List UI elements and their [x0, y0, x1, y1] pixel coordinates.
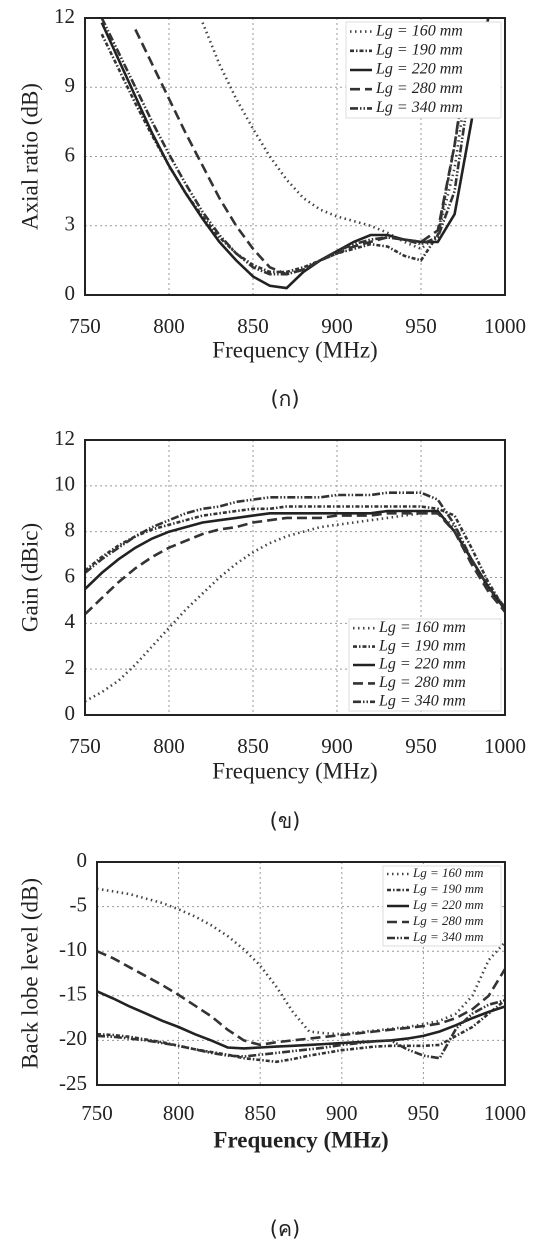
- series-line: [97, 990, 505, 1050]
- y-tick-label: -20: [59, 1026, 87, 1050]
- series-line: [100, 18, 490, 276]
- x-tick-label: 950: [405, 314, 437, 338]
- caption: (ค): [270, 1217, 300, 1241]
- legend-label: Lg = 220 mm: [378, 656, 466, 673]
- y-tick-label: 8: [65, 517, 76, 541]
- legend-label: Lg = 190 mm: [375, 41, 463, 58]
- x-tick-label: 800: [153, 314, 185, 338]
- series-line: [100, 18, 490, 290]
- y-tick-label: 3: [65, 212, 76, 236]
- series-line: [97, 999, 505, 1060]
- series-line: [201, 22, 473, 251]
- x-tick-label: 950: [405, 734, 437, 758]
- legend-label: Lg = 340 mm: [378, 692, 466, 709]
- y-tick-label: 9: [65, 73, 76, 97]
- legend-label: Lg = 340 mm: [412, 929, 484, 944]
- x-axis-title: Frequency (MHz): [212, 337, 377, 362]
- legend-label: Lg = 190 mm: [378, 637, 466, 654]
- y-tick-label: 2: [65, 655, 76, 679]
- series-line: [85, 509, 505, 611]
- y-axis-title: Gain (dBic): [17, 523, 42, 632]
- x-axis-title: Frequency (MHz): [212, 758, 377, 783]
- plot-frame: [84, 439, 506, 716]
- y-tick-label: 4: [65, 609, 76, 633]
- series-line: [85, 491, 505, 609]
- y-tick-label: 6: [65, 563, 76, 587]
- chart: 750 800 850 900 950 1000 0 3 6 9 12 Lg = 160 mm Lg =…: [17, 4, 526, 411]
- x-tick-label: 750: [81, 1101, 113, 1125]
- x-tick-label: 900: [321, 314, 353, 338]
- x-tick-label: 1000: [484, 314, 526, 338]
- x-tick-label: 800: [163, 1101, 195, 1125]
- x-tick-label: 750: [69, 734, 101, 758]
- series-line: [97, 887, 505, 1036]
- y-tick-label: 0: [77, 848, 88, 872]
- legend-label: Lg = 220 mm: [412, 897, 484, 912]
- legend-label: Lg = 160 mm: [412, 865, 484, 880]
- y-axis-title: Back lobe level (dB): [17, 878, 42, 1069]
- x-tick-label: 1000: [484, 1101, 526, 1125]
- y-tick-label: 12: [54, 4, 75, 28]
- y-tick-label: -15: [59, 982, 87, 1006]
- y-tick-label: -10: [59, 937, 87, 961]
- legend-label: Lg = 280 mm: [412, 913, 484, 928]
- legend-box: [345, 21, 502, 119]
- x-axis-title: Frequency (MHz): [213, 1127, 388, 1152]
- y-axis-title: Axial ratio (dB): [17, 83, 42, 230]
- y-tick-label: 6: [65, 142, 76, 166]
- legend-label: Lg = 160 mm: [375, 22, 463, 39]
- caption: (ข): [270, 809, 301, 833]
- caption: (ก): [270, 387, 299, 411]
- y-tick-label: 0: [65, 701, 76, 725]
- x-tick-label: 950: [408, 1101, 440, 1125]
- x-tick-label: 1000: [484, 734, 526, 758]
- x-tick-label: 850: [237, 314, 269, 338]
- x-tick-label: 850: [237, 734, 269, 758]
- legend-label: Lg = 340 mm: [375, 99, 463, 116]
- x-tick-label: 850: [244, 1101, 276, 1125]
- series-line: [97, 950, 505, 1047]
- plot-frame: [96, 861, 506, 1086]
- y-tick-label: 12: [54, 426, 75, 450]
- y-tick-label: 0: [65, 281, 76, 305]
- y-tick-label: -5: [70, 892, 88, 916]
- x-tick-label: 800: [153, 734, 185, 758]
- plot-frame: [84, 17, 506, 296]
- series-line: [85, 505, 505, 611]
- x-tick-label: 900: [321, 734, 353, 758]
- legend-label: Lg = 280 mm: [375, 80, 463, 97]
- x-tick-label: 900: [326, 1101, 358, 1125]
- legend-label: Lg = 190 mm: [412, 881, 484, 896]
- series-line: [85, 511, 505, 616]
- chart: 750 800 850 900 950 1000 -25 -20 -15 -10 -5 0 Lg = 1…: [17, 848, 526, 1241]
- y-tick-label: -25: [59, 1071, 87, 1095]
- x-tick-label: 750: [69, 314, 101, 338]
- legend-label: Lg = 280 mm: [378, 674, 466, 691]
- legend-label: Lg = 160 mm: [378, 619, 466, 636]
- y-tick-label: 10: [54, 472, 75, 496]
- legend-label: Lg = 220 mm: [375, 61, 463, 78]
